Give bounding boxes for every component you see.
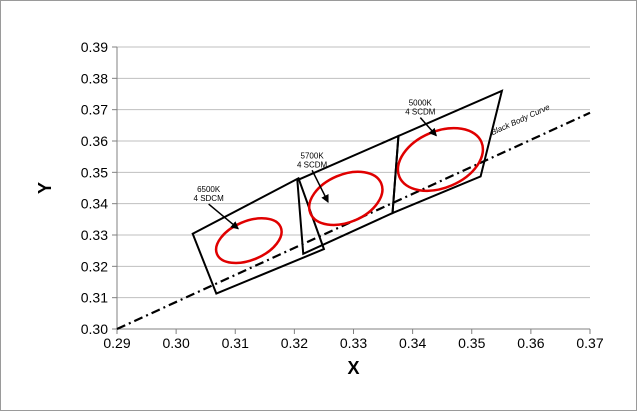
y-tick-label: 0.37 (81, 102, 108, 118)
x-tick-label: 0.33 (340, 335, 367, 351)
quadrangle-box (191, 176, 326, 295)
x-tick-label: 0.36 (517, 335, 544, 351)
macadam-ellipse (396, 126, 485, 193)
region-label-cct: 5700K (301, 151, 325, 160)
x-tick-label: 0.30 (163, 335, 190, 351)
region-arrow (419, 117, 437, 137)
black-body-curve-group: Black Body Curve (116, 102, 591, 331)
y-tick-label: 0.30 (81, 321, 108, 337)
tick-labels: 0.30 0.31 0.32 0.33 0.34 0.35 0.36 0.37 0.38 0.39… (81, 39, 604, 351)
x-tick-label: 0.31 (222, 335, 249, 351)
region-label-cct: 5000K (409, 99, 433, 108)
y-tick-label: 0.39 (81, 39, 108, 55)
axes (112, 46, 591, 334)
black-body-curve-label: Black Body Curve (490, 102, 552, 137)
x-tick-label: 0.34 (399, 335, 426, 351)
x-tick-label: 0.35 (458, 335, 485, 351)
region-label-sdcm: 4 SCDM (405, 108, 436, 117)
y-tick-label: 0.36 (81, 133, 108, 149)
macadam-ellipse (307, 170, 384, 227)
y-tick-label: 0.32 (81, 258, 108, 274)
y-tick-label: 0.34 (81, 196, 108, 212)
region-label-sdcm: 4 SCDM (297, 160, 328, 169)
region-label-cct: 6500K (197, 185, 221, 194)
region-label-sdcm: 4 SDCM (194, 194, 225, 203)
quadrangle-box (391, 89, 504, 215)
y-tick-label: 0.33 (81, 227, 108, 243)
y-tick-label: 0.31 (81, 290, 108, 306)
y-tick-label: 0.38 (81, 70, 108, 86)
region-arrow (208, 203, 239, 230)
x-tick-label: 0.32 (281, 335, 308, 351)
y-axis-title: Y (35, 182, 55, 194)
region-arrow (311, 169, 329, 203)
x-tick-label: 0.37 (576, 335, 603, 351)
macadam-ellipse (214, 217, 283, 265)
x-tick-label: 0.29 (103, 335, 130, 351)
y-tick-label: 0.35 (81, 164, 108, 180)
x-axis-title: X (347, 358, 359, 378)
